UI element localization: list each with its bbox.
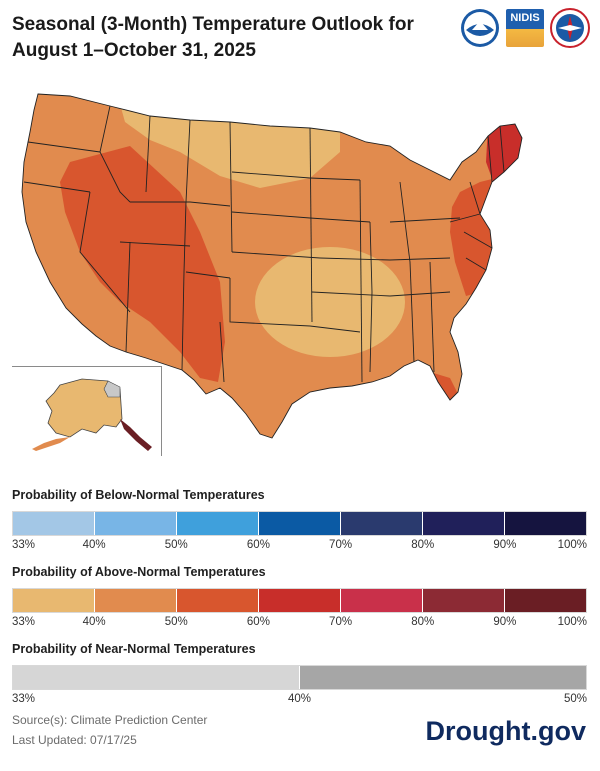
updated-text: Last Updated: 07/17/25	[12, 733, 137, 747]
legend-above-tick: 50%	[164, 616, 188, 628]
legend-above-tick: 90%	[493, 616, 517, 628]
legend-above-swatch-70	[341, 589, 423, 612]
legend-below-swatch-70	[341, 512, 423, 535]
legend-above-swatch-60	[259, 589, 341, 612]
legend-below-title: Probability of Below-Normal Temperatures	[12, 488, 265, 502]
legend-above-swatch-50	[177, 589, 259, 612]
legend-below-swatch-33	[13, 512, 95, 535]
alaska-near-normal	[103, 380, 121, 398]
legend-below-tick: 60%	[246, 539, 270, 551]
alaska-inset-frame	[12, 366, 162, 456]
legend-near-swatch-33	[13, 666, 300, 689]
map-title: Seasonal (3-Month) Temperature Outlook f…	[12, 14, 414, 61]
alaska-panhandle	[120, 419, 152, 451]
legend-below-swatch-60	[259, 512, 341, 535]
legend-below-tick: 40%	[82, 539, 106, 551]
legend-below-swatch-50	[177, 512, 259, 535]
legend-below-ticks: 33% 40% 50% 60% 70% 80% 90% 100%	[12, 539, 587, 555]
legend-above-tick: 70%	[329, 616, 353, 628]
region-above-33-central	[255, 247, 405, 357]
legend-below-tick: 33%	[12, 539, 36, 551]
legend-below-tick: 90%	[493, 539, 517, 551]
legend-above-tick: 60%	[246, 616, 270, 628]
legend-below-normal: Probability of Below-Normal Temperatures…	[12, 487, 587, 555]
nidis-logo-band	[506, 29, 544, 47]
legend-near-bar	[12, 665, 587, 690]
legend-near-ticks: 33% 40% 50%	[12, 693, 587, 709]
legend-below-tick: 70%	[329, 539, 353, 551]
legend-below-swatch-80	[423, 512, 505, 535]
nidis-logo-text: NIDIS	[506, 9, 544, 29]
conus-map-svg	[21, 93, 523, 439]
nws-logo[interactable]	[550, 8, 590, 48]
legend-near-title: Probability of Near-Normal Temperatures	[12, 642, 256, 656]
legend-above-tick: 40%	[82, 616, 106, 628]
legend-above-tick: 80%	[411, 616, 435, 628]
nidis-logo[interactable]: NIDIS	[506, 9, 544, 47]
legend-below-tick: 100%	[557, 539, 587, 551]
aleutians	[32, 437, 70, 451]
legend-above-normal: Probability of Above-Normal Temperatures…	[12, 564, 587, 632]
source-text: Source(s): Climate Prediction Center	[12, 713, 208, 727]
legend-above-swatch-40	[95, 589, 177, 612]
legend-below-bar	[12, 511, 587, 536]
legend-below-swatch-40	[95, 512, 177, 535]
legend-above-bar	[12, 588, 587, 613]
legend-above-swatch-80	[423, 589, 505, 612]
legend-near-tick: 50%	[563, 693, 587, 705]
legend-below-tick: 50%	[164, 539, 188, 551]
legend-near-tick: 33%	[12, 693, 36, 705]
legend-above-title: Probability of Above-Normal Temperatures	[12, 565, 266, 579]
drought-gov-logo[interactable]: Drought.gov	[425, 716, 586, 746]
legend-above-tick: 33%	[12, 616, 36, 628]
legend-below-tick: 80%	[411, 539, 435, 551]
legend-below-swatch-90	[505, 512, 586, 535]
legend-near-normal: Probability of Near-Normal Temperatures …	[12, 641, 587, 709]
state-boundaries	[21, 93, 523, 439]
footer: Source(s): Climate Prediction Center Las…	[12, 710, 207, 750]
legend-above-ticks: 33% 40% 50% 60% 70% 80% 90% 100%	[12, 616, 587, 632]
logo-group: NIDIS	[460, 8, 590, 48]
legend-above-tick: 100%	[557, 616, 587, 628]
legend-above-swatch-33	[13, 589, 95, 612]
legend-near-tick: 40%	[287, 693, 312, 705]
legend-above-swatch-90	[505, 589, 586, 612]
alaska-inset-svg	[32, 378, 152, 451]
region-above-50-southwest	[60, 146, 225, 382]
temperature-outlook-map	[10, 82, 530, 454]
legend-near-swatch-40	[300, 666, 586, 689]
noaa-logo[interactable]	[460, 8, 500, 48]
